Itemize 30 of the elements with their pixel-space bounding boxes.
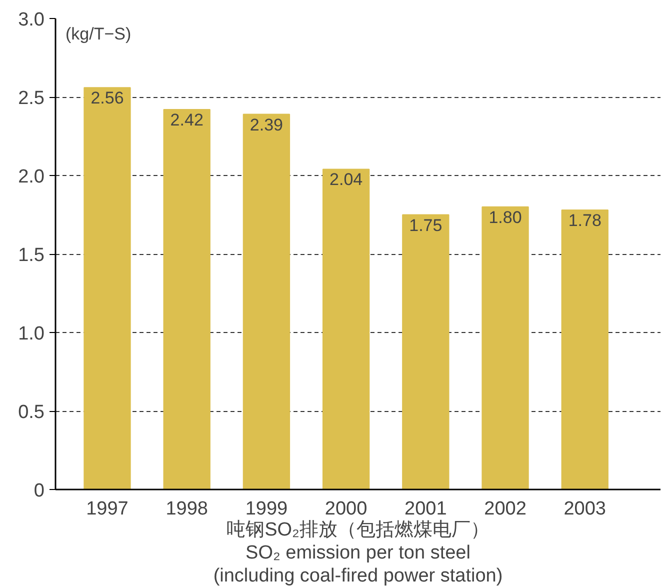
y-tick-label: 2.5	[18, 88, 45, 109]
data-label: 1.75	[409, 216, 442, 235]
bar	[84, 87, 131, 490]
x-tick-label: 2003	[564, 498, 606, 520]
x-tick-label: 2000	[324, 498, 368, 520]
y-tick-label: 0.5	[18, 402, 45, 423]
x-axis-title: 吨钢SO₂排放（包括燃煤电厂） SO₂ emission per ton steel (including coal-fired power station)	[213, 520, 503, 586]
y-tick-label: 2.0	[18, 166, 45, 188]
x-tick-label: 1997	[86, 498, 128, 520]
data-label: 2.56	[90, 88, 124, 108]
bar	[322, 168, 370, 490]
data-label: 2.42	[170, 110, 204, 130]
x-tick-label: 1998	[166, 498, 208, 520]
x-tick-label: 2001	[404, 498, 447, 520]
data-label: 1.78	[568, 211, 602, 230]
data-label: 2.04	[330, 170, 363, 190]
x-tick-label: 2002	[484, 498, 526, 520]
data-label: 2.39	[250, 115, 284, 134]
bar	[482, 206, 529, 490]
data-label: 1.80	[488, 208, 522, 227]
y-tick-label: 1.0	[18, 324, 45, 344]
bar	[561, 210, 608, 490]
x-tick-label: 1999	[245, 498, 288, 520]
bar	[242, 114, 290, 490]
y-axis-title: (kg/T−S)	[66, 24, 132, 44]
y-tick-label: 3.0	[18, 10, 45, 30]
y-tick-label: 0	[34, 480, 45, 502]
bar	[163, 109, 210, 490]
bar	[402, 214, 450, 490]
y-tick-label: 1.5	[18, 245, 45, 266]
